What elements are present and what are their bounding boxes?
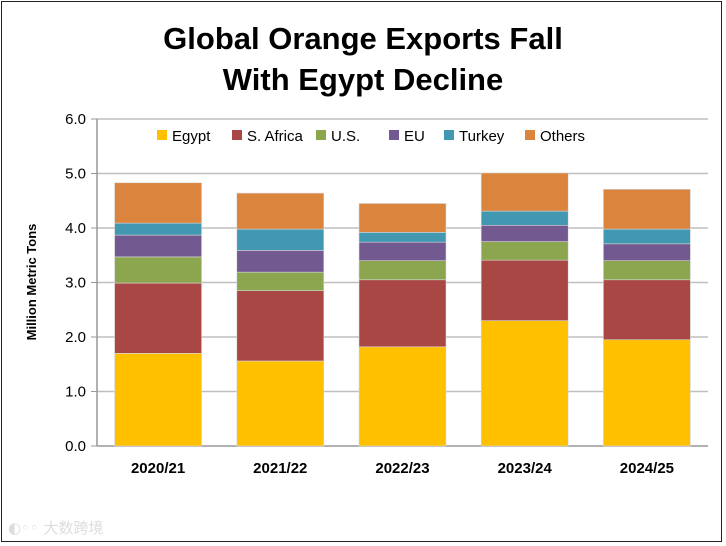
bar-segment-others [114,182,202,224]
x-tick-label: 2020/21 [131,460,185,477]
bar-segment-eu [480,224,569,242]
bar-segment-others [480,172,569,212]
y-tick-label: 2.0 [65,329,86,346]
x-tick-label: 2021/22 [253,460,307,477]
legend-label: Turkey [459,128,505,145]
y-tick-label: 4.0 [65,220,86,237]
bar-segment-turkey [603,228,691,245]
bar-segment-others [603,189,691,230]
y-tick-label: 3.0 [65,275,86,292]
bar-segment-s-africa [236,290,325,362]
bar-segment-eu [603,243,691,261]
legend-swatch [232,130,242,140]
bar-segment-u-s [358,260,447,281]
bar-segment-u-s [236,271,325,291]
bar-segment-s-africa [114,282,202,354]
legend-swatch [389,130,399,140]
bar-segment-eu [358,241,447,261]
chart-title-line-2: With Egypt Decline [222,62,504,97]
watermark-logo: ◐◦◦ 大数跨境 [8,519,104,537]
bar-segment-s-africa [603,279,691,341]
legend-label: U.S. [331,128,360,145]
bar-segment-eu [236,250,325,273]
x-tick-label: 2024/25 [620,460,674,477]
bar-segment-turkey [480,210,569,226]
legend-swatch [525,130,535,140]
bar-segment-eu [114,234,202,258]
y-tick-label: 5.0 [65,166,86,183]
bar-segment-egypt [114,353,202,447]
legend-label: Egypt [172,128,211,145]
bar-segment-others [358,203,447,233]
y-tick-label: 1.0 [65,384,86,401]
legend-label: Others [540,128,585,145]
chart-title-line-1: Global Orange Exports Fall [163,21,563,56]
bar-segment-s-africa [358,279,447,348]
x-tick-label: 2022/23 [375,460,429,477]
legend-label: S. Africa [247,128,304,145]
bar-segment-egypt [358,346,447,447]
bar-segment-turkey [236,228,325,251]
chart-title: Global Orange Exports Fall With Egypt De… [0,18,726,100]
y-tick-label: 0.0 [65,438,86,455]
y-axis-label: Million Metric Tons [24,224,39,341]
y-tick-label: 6.0 [65,111,86,128]
bar-segment-egypt [603,339,691,447]
legend-swatch [316,130,326,140]
bar-segment-others [236,192,325,230]
legend-swatch [157,130,167,140]
legend-swatch [444,130,454,140]
bar-segment-turkey [114,222,202,236]
x-tick-label: 2023/24 [498,460,553,477]
bar-segment-u-s [603,260,691,281]
bar-segment-u-s [114,256,202,284]
legend-label: EU [404,128,425,145]
bar-segment-turkey [358,232,447,243]
bar-segment-u-s [480,241,569,261]
bar-segment-egypt [236,360,325,447]
bar-segment-egypt [480,320,569,447]
bar-segment-s-africa [480,259,569,321]
